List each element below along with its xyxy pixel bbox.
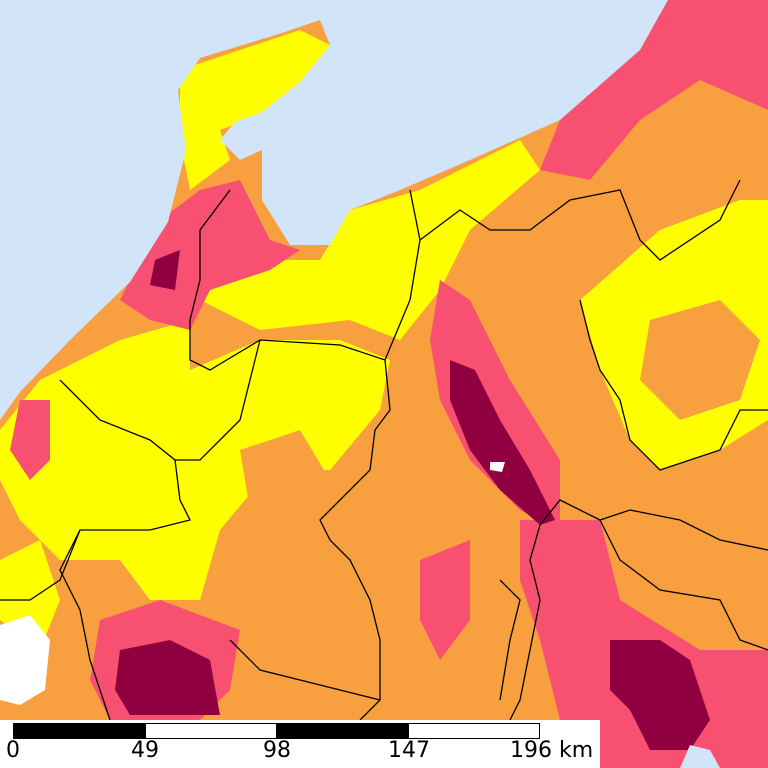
scale-label-0: 0 [6,738,20,763]
maroon-zones [115,250,710,750]
scale-segment-2 [145,723,277,739]
lake-small [490,462,505,472]
scale-segment-1 [13,723,146,739]
orange-patches [240,300,760,520]
scale-segment-3 [276,723,409,739]
scale-label-98: 98 [263,738,291,763]
scale-label-147: 147 [388,738,430,763]
scale-segment-4 [408,723,540,739]
scale-label-196-km: 196 km [510,738,594,763]
sea-south [680,745,720,768]
scale-label-49: 49 [131,738,159,763]
scale-bar: 0 49 98 147 196 km [0,720,600,768]
sea [0,0,668,420]
prefecture-boundaries [0,179,768,721]
lake [0,615,50,705]
